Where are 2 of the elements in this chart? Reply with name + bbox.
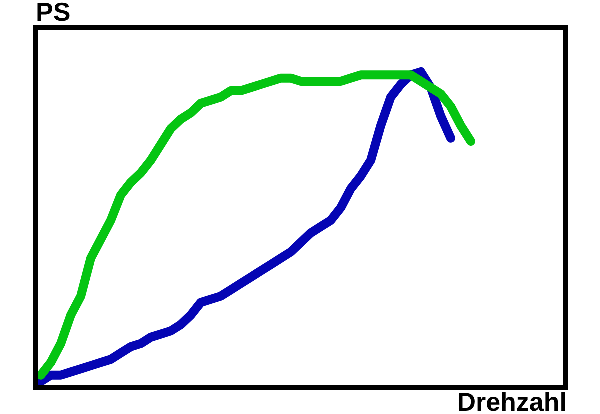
y-axis-title: PS [36, 0, 71, 27]
x-axis-title: Drehzahl [457, 387, 567, 414]
